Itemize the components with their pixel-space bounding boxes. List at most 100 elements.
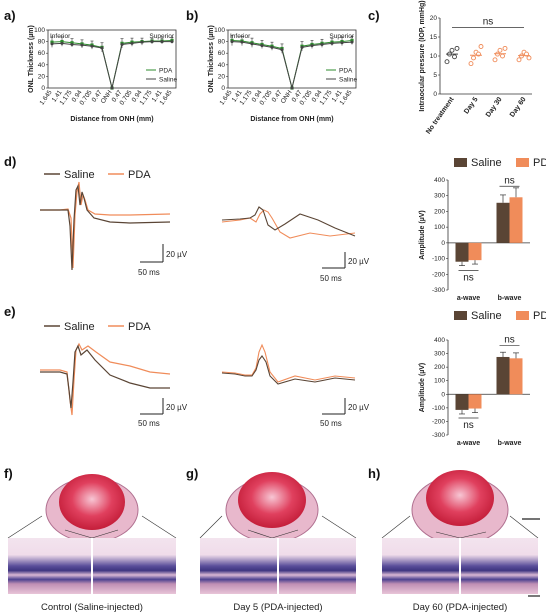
bar-saline bbox=[496, 202, 510, 243]
legend-label: Saline bbox=[339, 77, 357, 84]
y-tick-label: 20 bbox=[218, 73, 226, 80]
erg-legend-e: Saline PDA bbox=[44, 321, 151, 333]
data-point bbox=[454, 45, 460, 51]
data-point-saline bbox=[110, 86, 114, 90]
caption-f: Control (Saline-injected) bbox=[41, 602, 143, 613]
y-axis-label: ONL Thickness (µm) bbox=[28, 25, 35, 93]
significance-label: ns bbox=[463, 272, 474, 283]
x-tick-label: b-wave bbox=[498, 440, 522, 447]
y-tick-label: -200 bbox=[432, 271, 445, 278]
x-tick-label: Day 5 bbox=[463, 96, 480, 115]
series-line-saline bbox=[231, 41, 353, 89]
data-point-saline bbox=[80, 43, 84, 47]
scale-bar-h-label: 50 ms bbox=[138, 268, 160, 277]
panel-label-d: d) bbox=[4, 154, 16, 169]
y-tick-label: 20 bbox=[38, 73, 46, 80]
data-point bbox=[497, 47, 503, 53]
erg-legend-d: Saline PDA bbox=[44, 169, 151, 181]
scale-bar-h-label: 50 ms bbox=[320, 419, 342, 428]
legend-label: PDA bbox=[533, 310, 546, 322]
scale-bar-v-label: 20 µV bbox=[166, 403, 188, 412]
data-point-saline bbox=[160, 40, 164, 44]
data-point bbox=[444, 59, 450, 65]
panel-label-e: e) bbox=[4, 304, 16, 319]
y-tick-label: 100 bbox=[434, 224, 445, 231]
data-point-saline bbox=[70, 43, 74, 46]
panel-label-c: c) bbox=[368, 8, 380, 23]
legend-swatch bbox=[454, 158, 467, 167]
y-tick-label: 0 bbox=[221, 85, 225, 92]
y-tick-label: -300 bbox=[432, 287, 445, 294]
data-point-pda bbox=[60, 40, 64, 44]
data-point-saline bbox=[150, 40, 154, 44]
y-tick-label: 400 bbox=[434, 177, 445, 184]
data-point bbox=[478, 44, 484, 49]
panel-label-f: f) bbox=[4, 466, 13, 481]
histology-h: Day 60 (PDA-injected) bbox=[381, 470, 540, 613]
series-line-pda bbox=[231, 39, 353, 89]
y-tick-label: -300 bbox=[432, 432, 445, 439]
y-tick-label: 20 bbox=[430, 15, 438, 22]
x-tick-label: Day 30 bbox=[485, 96, 504, 119]
significance-label: ns bbox=[463, 420, 474, 431]
chart-b-onl-thickness: 0204060801001.6451.411.1750.940.7050.47O… bbox=[208, 25, 357, 123]
significance-label: ns bbox=[483, 17, 494, 28]
histology-f: Control (Saline-injected) bbox=[7, 474, 177, 613]
lens-image bbox=[426, 470, 494, 526]
data-point-saline bbox=[100, 46, 104, 50]
x-tick-label: No treatment bbox=[425, 96, 456, 136]
data-point-saline bbox=[260, 44, 264, 48]
region-label-right: Superior bbox=[149, 33, 174, 40]
data-point-saline bbox=[120, 43, 124, 46]
data-point bbox=[500, 53, 505, 59]
erg-trace-d-right bbox=[221, 206, 356, 239]
chart-c-iop: 0 5 10 15 20 Intraocular pressure (IOP, mmHg)… bbox=[419, 0, 532, 136]
data-point bbox=[449, 47, 455, 53]
y-tick-label: 60 bbox=[218, 50, 226, 57]
chart-a-onl-thickness: 0204060801001.6451.411.1750.940.7050.47O… bbox=[28, 25, 177, 123]
y-tick-label: -100 bbox=[432, 256, 445, 263]
x-axis-label: Distance from ONH (mm) bbox=[70, 116, 153, 123]
scale-bar-e-left: 20 µV 50 ms bbox=[138, 398, 188, 428]
data-point bbox=[502, 45, 508, 51]
caption-h: Day 60 (PDA-injected) bbox=[413, 602, 508, 613]
y-tick-label: 40 bbox=[218, 62, 226, 69]
scale-bar-h-label: 50 ms bbox=[320, 274, 342, 283]
y-tick-label: 100 bbox=[434, 378, 445, 385]
scale-bar-h-label: 50 ms bbox=[138, 419, 160, 428]
data-point-pda bbox=[50, 40, 54, 44]
data-point-saline bbox=[170, 40, 174, 44]
data-point bbox=[492, 57, 498, 63]
data-point-saline bbox=[230, 40, 234, 44]
y-tick-label: 10 bbox=[430, 53, 438, 60]
scale-bar-e-right: 20 µV 50 ms bbox=[320, 398, 370, 428]
bar-pda bbox=[509, 197, 523, 243]
legend-label: PDA bbox=[533, 157, 546, 169]
legend-label: Saline bbox=[471, 157, 502, 169]
data-point-saline bbox=[140, 40, 144, 44]
significance-label: ns bbox=[504, 175, 515, 186]
series-line-pda bbox=[51, 39, 173, 89]
significance-label: ns bbox=[504, 334, 515, 345]
panel-label-a: a) bbox=[4, 8, 16, 23]
legend-swatch bbox=[516, 311, 529, 320]
scale-bar-v-label: 20 µV bbox=[166, 250, 188, 259]
y-tick-label: 100 bbox=[34, 27, 45, 34]
data-point-saline bbox=[60, 41, 64, 45]
caption-g: Day 5 (PDA-injected) bbox=[233, 602, 322, 613]
y-tick-label: -100 bbox=[432, 405, 445, 412]
bar-saline bbox=[455, 242, 469, 262]
legend-saline-e: Saline bbox=[64, 321, 95, 333]
y-tick-label: 300 bbox=[434, 193, 445, 200]
y-axis-label: Amplitude (µV) bbox=[419, 363, 426, 413]
histology-g: Day 5 (PDA-injected) bbox=[199, 472, 357, 613]
data-point-saline bbox=[130, 41, 134, 45]
scale-bar-d-right: 20 µV 50 ms bbox=[320, 252, 370, 283]
data-point-saline bbox=[90, 44, 94, 48]
y-tick-label: 60 bbox=[38, 50, 46, 57]
y-tick-label: 0 bbox=[433, 91, 437, 98]
legend-swatch bbox=[454, 311, 467, 320]
data-point-pda bbox=[70, 41, 74, 45]
bar-pda bbox=[509, 358, 523, 395]
